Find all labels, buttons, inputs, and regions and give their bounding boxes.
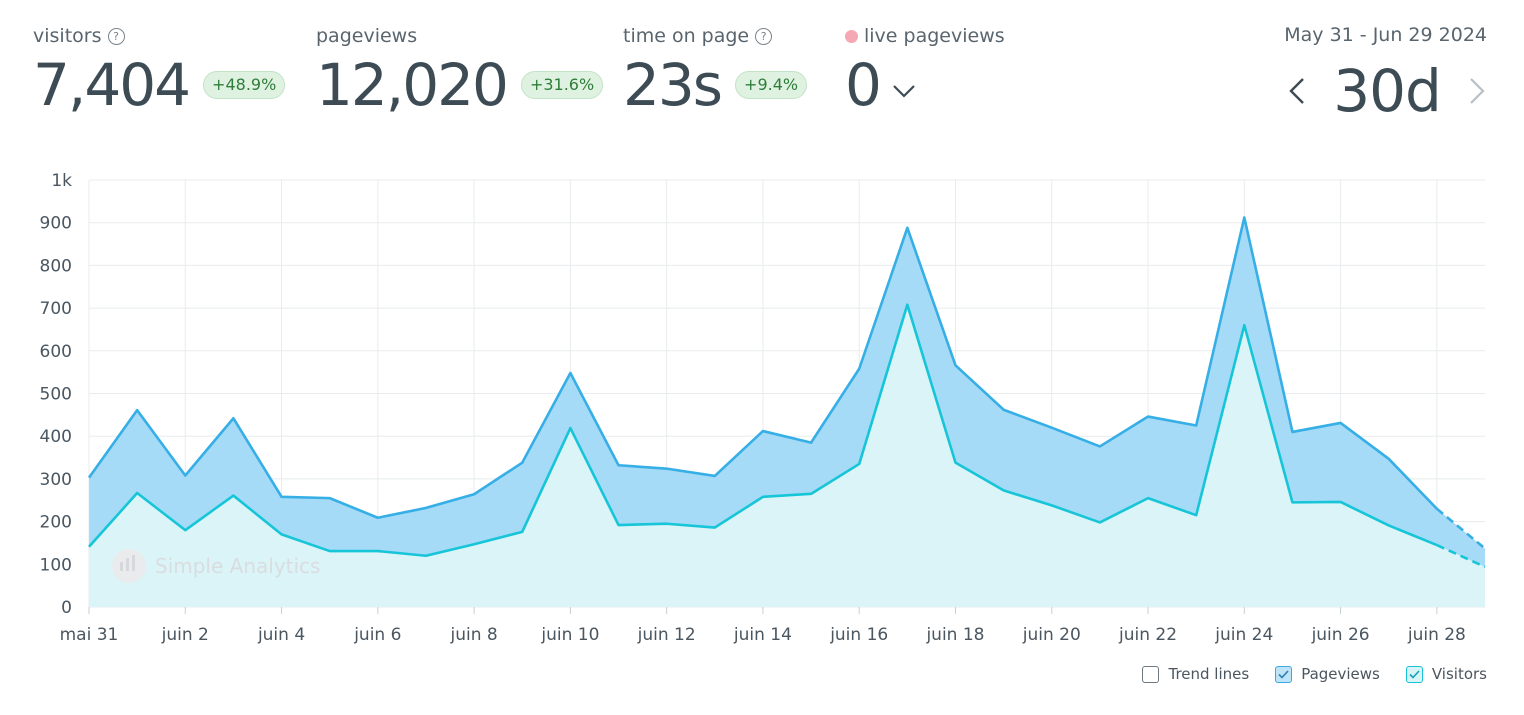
pageviews-stat: pageviews 12,020 +31.6% — [316, 22, 604, 119]
visitors-label-row: visitors ? — [33, 22, 285, 50]
y-tick-label: 200 — [40, 513, 72, 533]
x-tick-label: juin 12 — [637, 625, 696, 645]
live-dot-icon — [845, 29, 858, 43]
help-icon[interactable]: ? — [107, 27, 125, 45]
y-tick-label: 800 — [40, 256, 72, 276]
watermark: Simple Analytics — [112, 549, 320, 583]
chevron-left-icon[interactable] — [1287, 77, 1307, 105]
logo-bar — [126, 558, 129, 571]
x-tick-label: juin 14 — [733, 625, 792, 645]
time-on-page-value-row: 23s +9.4% — [623, 51, 808, 119]
live-pageviews-label-row: live pageviews — [845, 22, 1005, 50]
time-on-page-label: time on page — [623, 25, 750, 47]
x-tick-label: juin 26 — [1311, 625, 1370, 645]
x-tick-label: mai 31 — [60, 625, 119, 645]
x-tick-label: juin 10 — [540, 625, 599, 645]
visitors-line-projected — [1436, 543, 1486, 569]
time-on-page-stat: time on page ? 23s +9.4% — [623, 22, 808, 119]
y-tick-label: 900 — [40, 214, 72, 234]
visitors-label: visitors — [33, 25, 102, 47]
pageviews-label-row: pageviews — [316, 22, 603, 50]
pageviews-value: 12,020 — [316, 51, 509, 119]
visitors-value-row: 7,404 +48.9% — [33, 51, 286, 119]
chevron-right-icon[interactable] — [1467, 77, 1487, 105]
visitors-value: 7,404 — [33, 51, 191, 119]
x-tick-label: juin 4 — [257, 625, 305, 645]
checkbox-checked-icon[interactable] — [1405, 665, 1423, 683]
live-pageviews-stat: live pageviews 0 — [845, 22, 1005, 116]
x-tick-label: juin 18 — [925, 625, 984, 645]
y-tick-label: 400 — [40, 427, 72, 447]
pageviews-line-projected — [1436, 507, 1486, 550]
visitors-line — [88, 303, 1438, 558]
x-tick-label: juin 22 — [1118, 625, 1177, 645]
pageviews-label: pageviews — [316, 25, 418, 47]
watermark-text: Simple Analytics — [155, 554, 320, 578]
period-selector: 30d — [1287, 60, 1487, 122]
pageviews-line — [87, 216, 1438, 520]
x-tick-label: juin 16 — [829, 625, 888, 645]
chart-legend: Trend lines Pageviews Visitors — [1142, 665, 1487, 683]
x-tick-label: juin 28 — [1407, 625, 1466, 645]
pageviews-value-row: 12,020 +31.6% — [316, 51, 604, 119]
x-tick-label: juin 20 — [1022, 625, 1081, 645]
logo-bar — [120, 562, 123, 571]
time-on-page-value: 23s — [623, 51, 723, 119]
live-pageviews-value-row: 0 — [845, 54, 1005, 116]
y-tick-label: 600 — [40, 342, 72, 362]
y-tick-label: 100 — [40, 555, 72, 575]
x-tick-label: juin 24 — [1214, 625, 1273, 645]
x-tick-label: juin 8 — [449, 625, 497, 645]
legend-trend-lines[interactable]: Trend lines — [1142, 665, 1249, 683]
visitors-area — [89, 304, 1485, 607]
date-range: May 31 - Jun 29 2024 — [1284, 24, 1487, 46]
y-tick-label: 700 — [40, 299, 72, 319]
logo-bar — [132, 555, 135, 571]
legend-visitors-label: Visitors — [1431, 665, 1487, 683]
live-pageviews-label: live pageviews — [864, 25, 1005, 47]
x-tick-label: juin 6 — [353, 625, 401, 645]
x-tick-label: juin 2 — [161, 625, 209, 645]
pageviews-change-badge: +31.6% — [520, 71, 604, 99]
visitors-change-badge: +48.9% — [203, 71, 286, 99]
checkbox-unchecked-icon[interactable] — [1142, 665, 1160, 683]
time-on-page-label-row: time on page ? — [623, 22, 807, 50]
y-tick-label: 1k — [51, 171, 72, 191]
legend-pageviews-label: Pageviews — [1301, 665, 1380, 683]
x-axis: mai 31 juin 2 juin 4 juin 6 juin 8 juin 10 jui… — [60, 625, 1466, 645]
visitors-stat: visitors ? 7,404 +48.9% — [33, 22, 286, 119]
y-axis: 0 100 200 300 400 500 600 700 800 900 1k — [40, 171, 73, 618]
legend-visitors[interactable]: Visitors — [1405, 665, 1487, 683]
live-pageviews-value: 0 — [845, 51, 882, 119]
y-tick-label: 500 — [40, 385, 72, 405]
legend-pageviews[interactable]: Pageviews — [1275, 665, 1380, 683]
chart-areas — [87, 216, 1486, 608]
help-icon[interactable]: ? — [755, 27, 773, 45]
time-on-page-change-badge: +9.4% — [735, 71, 808, 99]
chevron-down-icon[interactable] — [892, 83, 916, 103]
checkbox-checked-icon[interactable] — [1275, 665, 1293, 683]
period-value[interactable]: 30d — [1333, 57, 1442, 125]
legend-trend-lines-label: Trend lines — [1168, 665, 1250, 683]
traffic-chart: Simple Analytics 0 100 200 300 400 500 600 700 8… — [40, 171, 1486, 645]
y-tick-label: 0 — [61, 598, 72, 618]
y-tick-label: 300 — [40, 470, 72, 490]
